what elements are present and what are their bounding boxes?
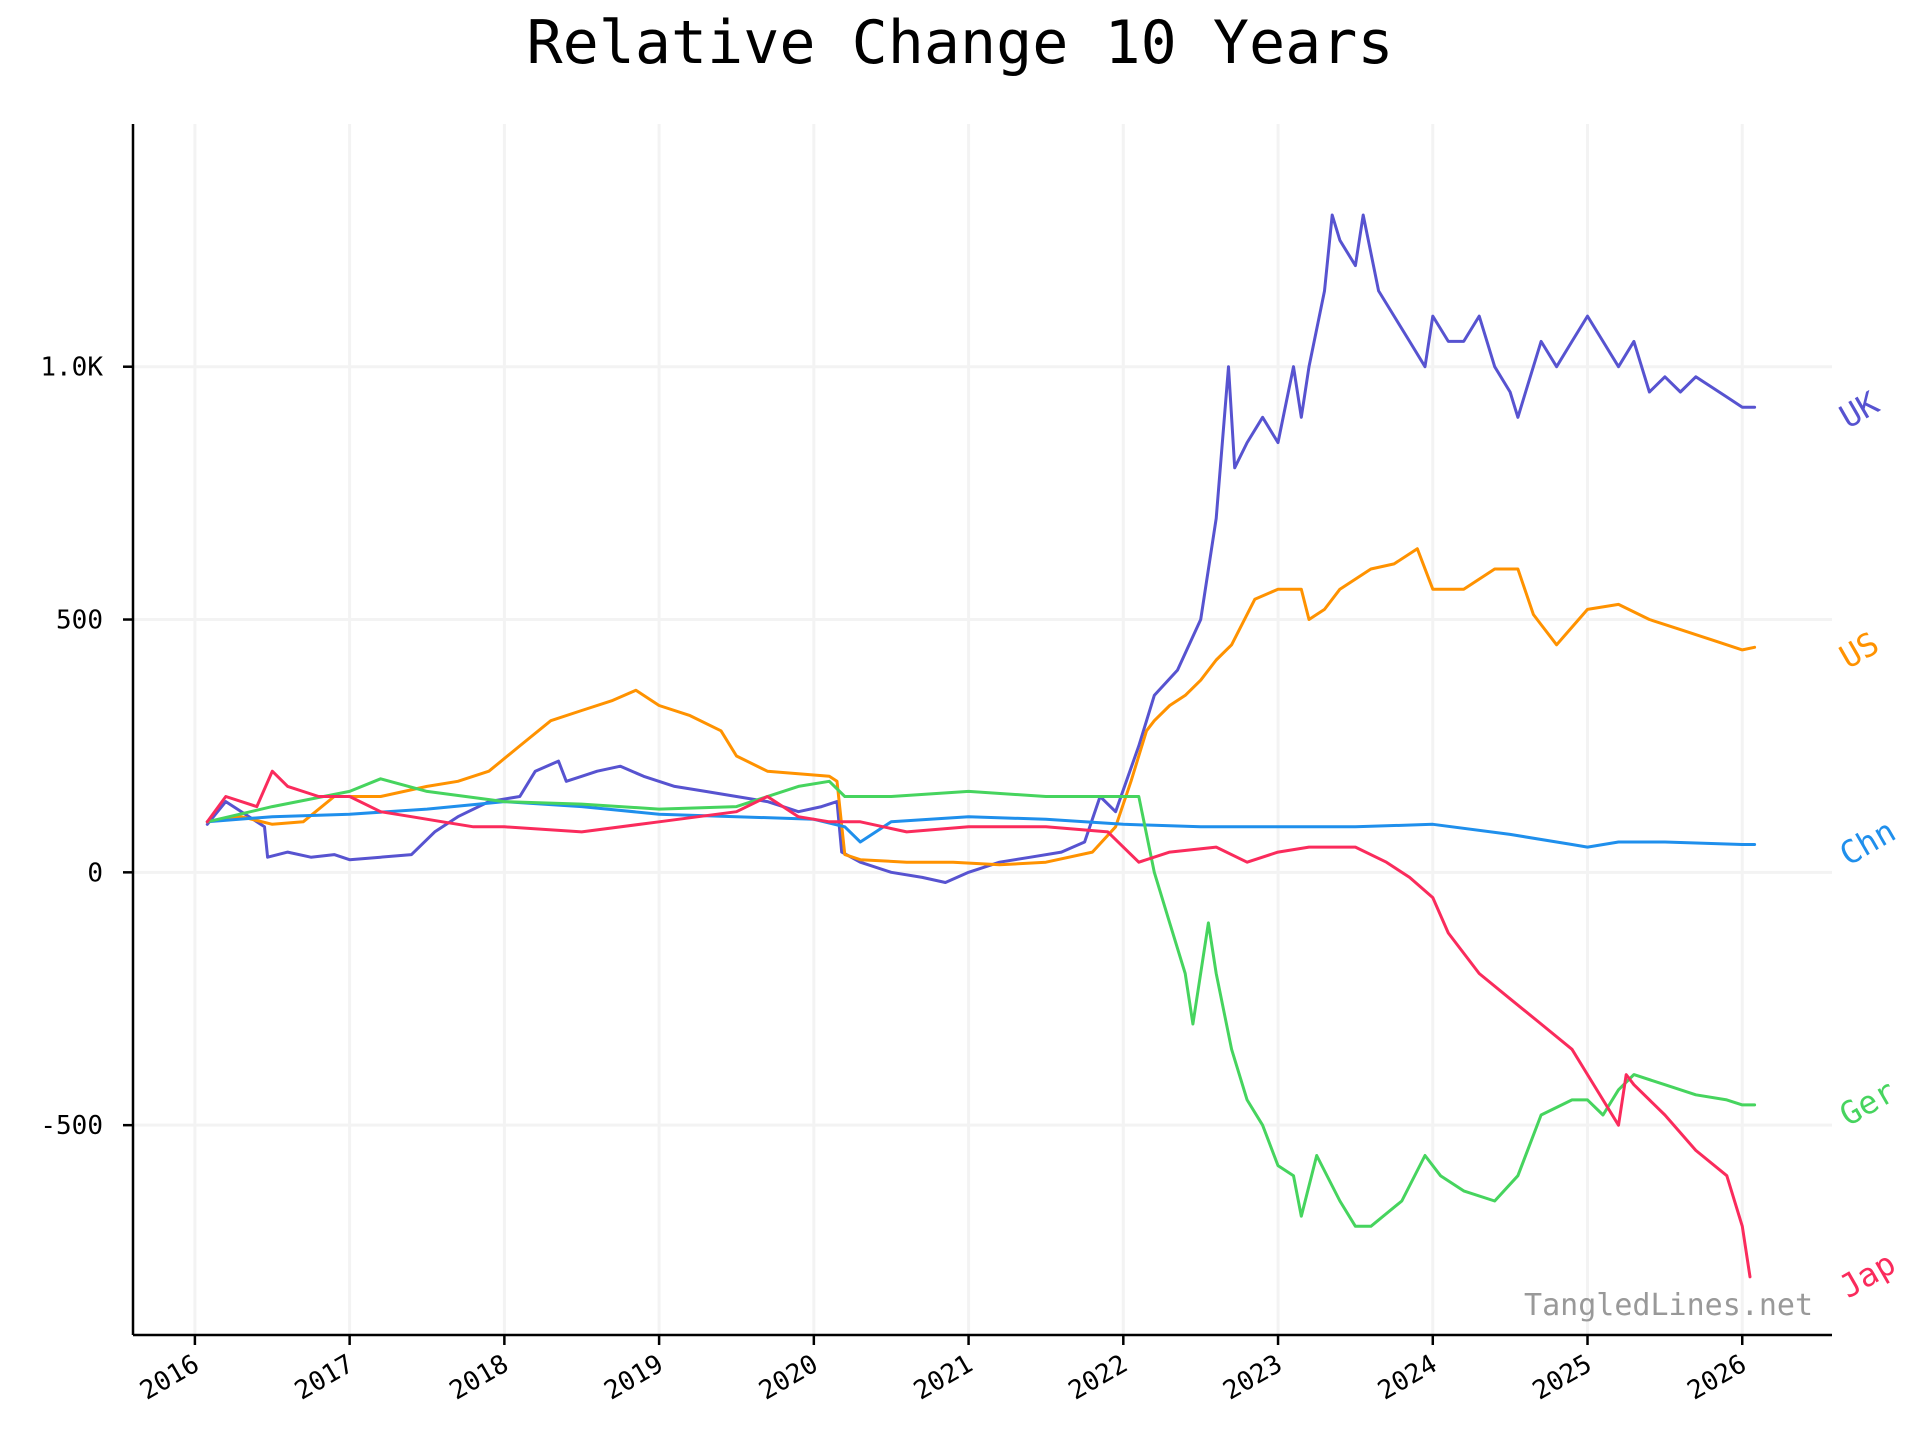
x-tick-label: 2023 <box>1218 1349 1287 1406</box>
series-line-uk <box>205 213 1757 884</box>
y-tick-label: 1.0K <box>40 353 103 383</box>
x-tick-label: 2022 <box>1064 1349 1133 1406</box>
series-layer <box>205 213 1757 1279</box>
y-tick-label: 500 <box>56 606 103 636</box>
grid-layer <box>133 124 1832 1335</box>
watermark-text: TangledLines.net <box>1524 1288 1813 1323</box>
series-line-ger <box>205 777 1757 1228</box>
series-line-chn <box>205 800 1757 849</box>
y-tick-label: -500 <box>40 1111 103 1141</box>
series-label-uk: UK <box>1833 384 1886 437</box>
x-tick-label: 2025 <box>1528 1349 1597 1406</box>
series-label-chn: Chn <box>1833 812 1902 874</box>
x-tick-label: 2016 <box>135 1349 204 1406</box>
x-axis-ticks: 2016 2017 2018 2019 2020 2021 2022 2023 2024 2025… <box>135 1335 1752 1406</box>
series-line-jap <box>205 769 1752 1279</box>
series-label-ger: Ger <box>1833 1072 1902 1134</box>
series-line-us <box>205 547 1757 867</box>
y-tick-label: 0 <box>87 858 103 888</box>
axes-layer <box>131 124 1832 1337</box>
series-label-us: US <box>1833 624 1885 676</box>
series-label-jap: Jap <box>1833 1244 1902 1306</box>
x-tick-label: 2024 <box>1373 1349 1442 1406</box>
series-labels: UK US Chn Ger Jap <box>1833 384 1902 1306</box>
x-tick-label: 2018 <box>445 1349 514 1406</box>
x-tick-label: 2026 <box>1683 1349 1752 1406</box>
x-tick-label: 2021 <box>909 1349 978 1406</box>
chart-title: Relative Change 10 Years <box>527 8 1394 78</box>
x-tick-label: 2019 <box>599 1349 668 1406</box>
y-axis-ticks: -500 0 500 1.0K <box>40 353 133 1141</box>
x-tick-label: 2020 <box>754 1349 823 1406</box>
x-tick-label: 2017 <box>290 1349 359 1406</box>
